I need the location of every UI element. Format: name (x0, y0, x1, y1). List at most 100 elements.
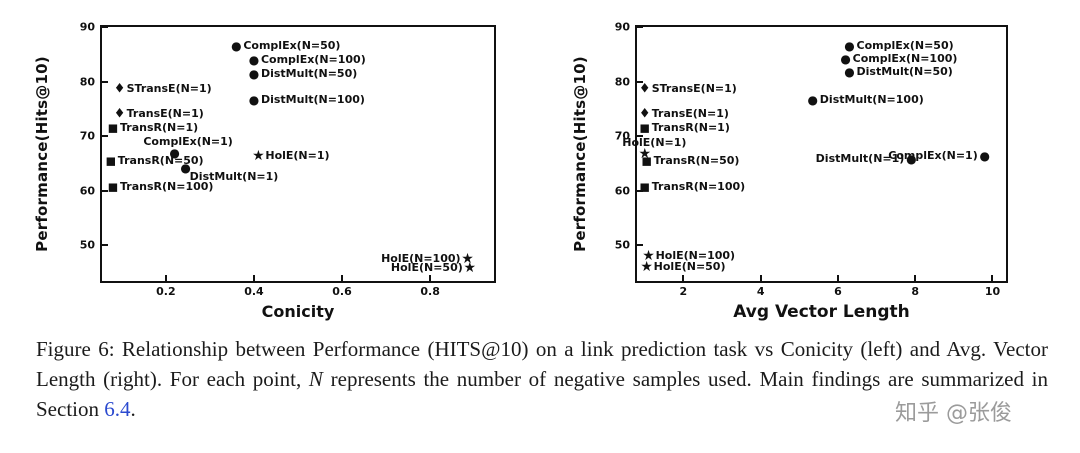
y-tick-label: 60 (79, 184, 95, 198)
y-tick-label: 50 (614, 238, 630, 252)
y-tick-mark (637, 244, 643, 247)
x-tick-label: 10 (984, 285, 1001, 298)
avg-vector-length-plot-area: 2 4 6 8 10 50 60 70 80 90 ● ComplEx(N=50) ● ComplEx(N… (615, 21, 1008, 298)
point-label: TransR(N=1) (651, 121, 730, 135)
point-label: DistMult(N=1) (815, 152, 905, 166)
x-tick-label: 0.6 (332, 285, 352, 298)
y-tick-label: 80 (614, 75, 630, 89)
x-tick-mark (759, 275, 762, 281)
x-tick-mark (341, 275, 344, 281)
square-marker-icon: ■ (107, 121, 119, 135)
x-tick-mark (164, 275, 167, 281)
circle-marker-icon: ● (248, 52, 260, 67)
point-label: HolE(N=100) (655, 249, 736, 263)
point-label: TransR(N=1) (120, 121, 199, 135)
y-tick-mark (102, 135, 108, 138)
circle-marker-icon: ● (169, 145, 180, 160)
y-tick-mark (637, 135, 643, 138)
caption-text: N (308, 367, 323, 392)
square-marker-icon: ■ (105, 154, 116, 168)
x-tick-label: 2 (679, 285, 688, 298)
section-6-4-link[interactable]: 6.4 (104, 397, 131, 422)
diamond-marker-icon: ♦ (638, 81, 651, 97)
star-marker-icon: ★ (640, 259, 653, 276)
y-tick-mark (637, 26, 643, 28)
circle-marker-icon: ● (231, 38, 242, 53)
circle-marker-icon: ● (807, 93, 819, 108)
point-label: DistMult(N=100) (260, 93, 365, 107)
point-label: HolE(N=50) (390, 261, 463, 275)
y-tick-mark (102, 80, 108, 83)
circle-marker-icon: ● (844, 38, 855, 53)
star-marker-icon: ★ (463, 260, 477, 277)
point-label: TransE(N=1) (651, 107, 729, 121)
y-tick-mark (102, 244, 108, 247)
point-label: HolE(N=50) (653, 260, 726, 274)
circle-marker-icon: ● (979, 149, 990, 164)
caption-text: represents the number of negative sample… (36, 367, 1049, 422)
point-label: STransE(N=1) (651, 82, 737, 96)
point-label: ComplEx(N=50) (243, 38, 341, 52)
y-tick-label: 50 (79, 238, 95, 252)
point-label: TransR(N=100) (651, 179, 746, 193)
point-label: ComplEx(N=100) (260, 53, 366, 67)
caption-text: Figure 6: Relationship between Performan… (36, 337, 1048, 392)
circle-marker-icon: ● (840, 51, 851, 66)
circle-marker-icon: ● (248, 93, 260, 108)
point-label: DistMult(N=50) (260, 67, 358, 81)
point-label: HolE(N=100) (381, 251, 461, 265)
figure-caption: Figure 6: Relationship between Performan… (36, 334, 1048, 424)
y-tick-mark (102, 26, 108, 28)
x-tick-mark (914, 275, 917, 281)
circle-marker-icon: ● (180, 160, 191, 175)
point-label: ComplEx(N=1) (888, 149, 978, 163)
square-marker-icon: ■ (639, 180, 650, 193)
x-tick-mark (252, 275, 255, 281)
point-label: DistMult(N=50) (856, 65, 953, 79)
point-label: TransE(N=1) (126, 107, 204, 121)
square-marker-icon: ■ (107, 180, 119, 193)
point-label: TransR(N=100) (120, 179, 214, 193)
conicity-plot-area: 0.2 0.4 0.6 0.8 50 60 70 80 90 ● ComplEx(N=50) ● Com… (80, 21, 496, 298)
y-tick-label: 80 (79, 75, 95, 89)
y-tick-label: 60 (614, 184, 630, 198)
x-tick-mark (429, 275, 432, 281)
point-label: DistMult(N=1) (189, 169, 279, 183)
x-tick-mark (682, 275, 685, 281)
caption-text: . (130, 397, 136, 422)
conicity-chart: Performance(Hits@10) 0.2 0.4 0.6 0.8 50 60 70 8… (20, 10, 520, 325)
right-x-axis-label: Avg Vector Length (733, 302, 910, 322)
x-tick-label: 0.8 (420, 285, 440, 298)
x-tick-mark (836, 275, 839, 281)
y-tick-mark (102, 189, 108, 192)
x-tick-label: 0.2 (156, 285, 176, 298)
point-label: TransR(N=50) (117, 154, 204, 168)
square-marker-icon: ■ (639, 121, 650, 135)
y-tick-label: 70 (614, 129, 630, 143)
diamond-marker-icon: ♦ (113, 106, 126, 122)
x-tick-mark (991, 275, 994, 281)
star-marker-icon: ★ (252, 147, 265, 164)
x-tick-label: 4 (756, 285, 765, 298)
avg-vector-length-chart: Performance(Hits@10) 2 4 6 8 10 50 60 70 80 90 ● Co… (560, 10, 1070, 325)
y-tick-mark (637, 80, 643, 83)
point-label: ComplEx(N=50) (856, 38, 954, 52)
y-tick-label: 70 (79, 129, 95, 143)
point-label: ComplEx(N=100) (852, 51, 958, 65)
point-label: DistMult(N=100) (819, 93, 924, 107)
circle-marker-icon: ● (906, 152, 917, 167)
point-label: TransR(N=50) (653, 154, 740, 168)
y-tick-label: 90 (614, 20, 630, 34)
star-marker-icon: ★ (638, 145, 651, 162)
point-label: ComplEx(N=1) (143, 134, 233, 148)
diamond-marker-icon: ♦ (638, 106, 651, 122)
left-y-axis-label: Performance(Hits@10) (33, 56, 52, 252)
right-y-axis-label-wrap: Performance(Hits@10) (564, 25, 596, 283)
square-marker-icon: ■ (641, 154, 652, 168)
point-label: STransE(N=1) (126, 82, 212, 96)
point-label: HolE(N=1) (265, 149, 330, 163)
circle-marker-icon: ● (248, 66, 260, 81)
watermark: 知乎 @张俊 (895, 401, 1012, 426)
star-marker-icon: ★ (461, 250, 474, 267)
